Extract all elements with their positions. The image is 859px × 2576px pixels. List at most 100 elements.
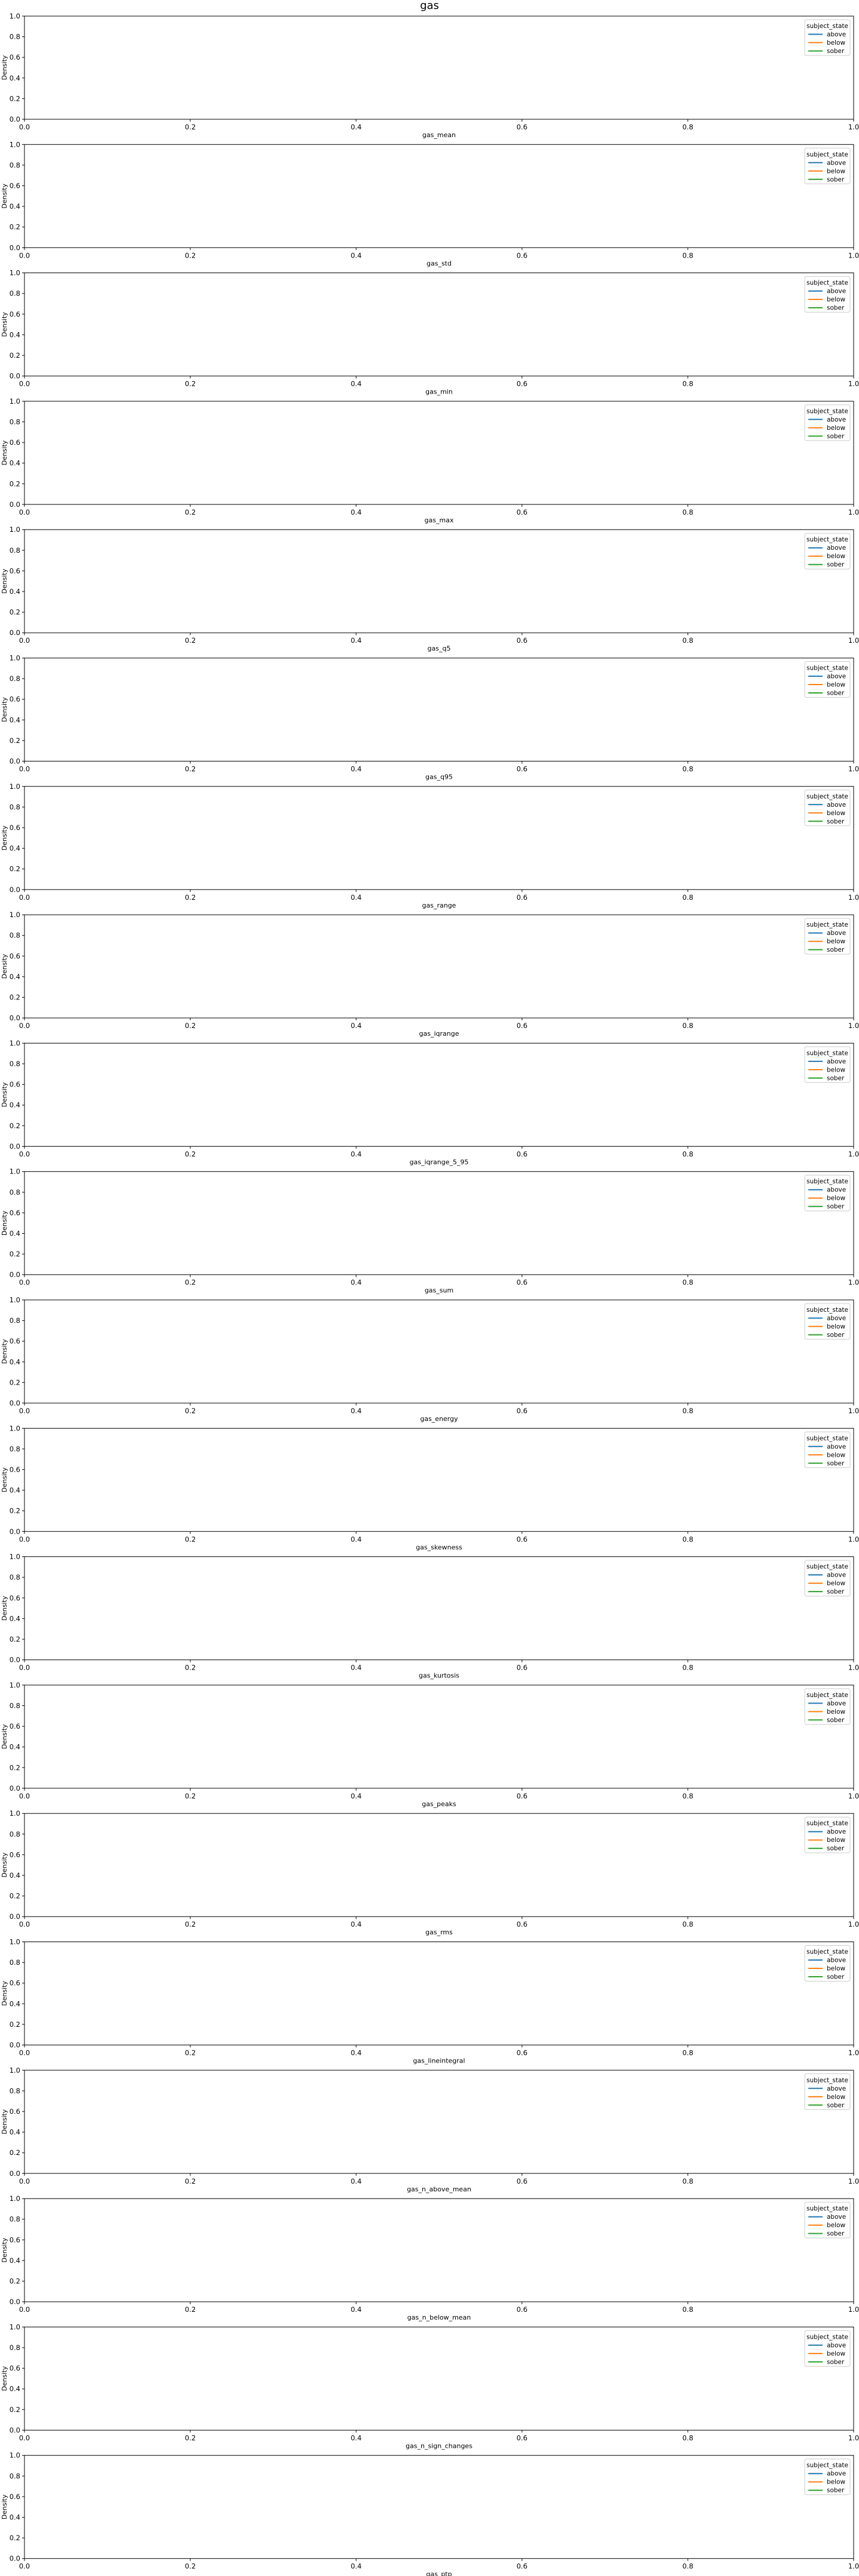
y-tick-label: 0.6 <box>10 695 20 704</box>
x-axis-label: gas_peaks <box>422 1800 456 1808</box>
legend-entry-below: below <box>827 1837 845 1844</box>
x-tick-label: 1.0 <box>848 251 859 259</box>
y-tick-label: 0.4 <box>10 1358 20 1366</box>
legend-title: subject_state <box>807 151 848 158</box>
y-tick-label: 0.2 <box>10 94 20 103</box>
x-tick-label: 0.8 <box>682 2562 693 2571</box>
y-tick-label: 0.6 <box>10 1722 20 1730</box>
x-axis-label: gas_mean <box>422 131 456 139</box>
x-tick-label: 0.4 <box>351 508 361 516</box>
legend-entry-above: above <box>827 1828 846 1835</box>
y-tick-label: 1.0 <box>10 1424 20 1432</box>
legend-frame <box>804 1816 851 1853</box>
x-tick-label: 0.4 <box>351 2433 361 2442</box>
x-tick-label: 0.6 <box>517 123 527 131</box>
legend-title: subject_state <box>807 1049 848 1057</box>
y-tick-label: 0.2 <box>10 608 20 617</box>
y-tick-label: 0.8 <box>10 2086 20 2095</box>
legend-entry-below: below <box>827 2479 845 2486</box>
y-axis-label: Density <box>1 953 8 979</box>
y-tick-label: 0.2 <box>10 1635 20 1643</box>
y-tick-label: 0.4 <box>10 973 20 981</box>
y-tick-label: 1.0 <box>10 269 20 277</box>
y-tick-label: 0.0 <box>10 1656 20 1664</box>
axes-frame <box>24 914 854 1018</box>
legend-frame <box>804 1303 851 1340</box>
x-tick-label: 0.8 <box>682 508 693 516</box>
legend-entry-above: above <box>827 1058 846 1065</box>
y-tick-label: 1.0 <box>10 1681 20 1689</box>
legend-title: subject_state <box>807 23 848 30</box>
y-tick-label: 0.4 <box>10 844 20 853</box>
subplot: 0.0 0.2 0.4 0.6 0.8 1.0 0.0 0.2 0.4 0.6 0.8 1.0 gas_… <box>1 1296 859 1423</box>
y-tick-label: 0.6 <box>10 1850 20 1859</box>
x-axis-label: gas_q95 <box>425 773 453 781</box>
x-tick-label: 1.0 <box>848 123 859 131</box>
legend-frame <box>804 147 851 184</box>
y-tick-label: 0.0 <box>10 757 20 766</box>
y-tick-label: 0.4 <box>10 1230 20 1238</box>
legend-entry-above: above <box>827 673 846 680</box>
legend-title: subject_state <box>807 793 848 800</box>
y-tick-label: 0.2 <box>10 2148 20 2157</box>
x-axis-label: gas_kurtosis <box>419 1672 459 1680</box>
subplot: 0.0 0.2 0.4 0.6 0.8 1.0 0.0 0.2 0.4 0.6 0.8 1.0 gas_… <box>1 782 859 909</box>
x-tick-label: 0.6 <box>517 508 527 516</box>
legend-entry-above: above <box>827 2085 846 2092</box>
y-tick-label: 0.6 <box>10 310 20 318</box>
y-tick-label: 0.4 <box>10 1871 20 1880</box>
legend-title: subject_state <box>807 2462 848 2469</box>
x-tick-label: 0.6 <box>517 2177 527 2185</box>
y-axis-label: Density <box>1 440 8 465</box>
x-tick-label: 0.0 <box>19 1021 30 1030</box>
legend-entry-above: above <box>827 31 846 38</box>
subplot: 0.0 0.2 0.4 0.6 0.8 1.0 0.0 0.2 0.4 0.6 0.8 1.0 gas_… <box>1 397 859 524</box>
x-tick-label: 0.6 <box>517 2305 527 2314</box>
y-tick-label: 0.4 <box>10 1999 20 2008</box>
legend-frame <box>804 19 851 56</box>
y-tick-label: 1.0 <box>10 1553 20 1561</box>
y-tick-label: 0.6 <box>10 1337 20 1345</box>
legend-title: subject_state <box>807 1692 848 1699</box>
axes-frame <box>24 1813 854 1917</box>
x-tick-label: 0.6 <box>517 380 527 388</box>
x-axis-label: gas_lineintegral <box>413 2057 465 2065</box>
axes-frame <box>24 529 854 633</box>
y-tick-label: 0.4 <box>10 2385 20 2393</box>
x-tick-label: 0.8 <box>682 893 693 902</box>
y-tick-label: 0.0 <box>10 2041 20 2049</box>
x-tick-label: 0.8 <box>682 1664 693 1672</box>
legend-frame <box>804 2459 851 2496</box>
legend-entry-sober: sober <box>827 2102 845 2109</box>
legend-frame <box>804 661 851 698</box>
x-tick-label: 0.0 <box>19 765 30 773</box>
x-tick-label: 0.2 <box>185 636 196 645</box>
x-tick-label: 0.6 <box>517 1920 527 1928</box>
x-tick-label: 1.0 <box>848 765 859 773</box>
legend-frame <box>804 1688 851 1725</box>
y-axis-label: Density <box>1 1467 8 1492</box>
y-tick-label: 0.8 <box>10 546 20 555</box>
x-axis-label: gas_min <box>425 388 453 396</box>
x-tick-label: 1.0 <box>848 2049 859 2057</box>
x-tick-label: 0.2 <box>185 251 196 259</box>
x-axis-label: gas_iqrange_5_95 <box>410 1158 469 1166</box>
legend-entry-below: below <box>827 553 845 560</box>
subplot: 0.0 0.2 0.4 0.6 0.8 1.0 0.0 0.2 0.4 0.6 0.8 1.0 gas_… <box>1 1168 859 1295</box>
x-tick-label: 0.0 <box>19 2049 30 2057</box>
legend-entry-sober: sober <box>827 2358 845 2366</box>
x-tick-label: 0.8 <box>682 1021 693 1030</box>
axes-frame <box>24 2326 854 2431</box>
legend-title: subject_state <box>807 921 848 928</box>
y-tick-label: 0.0 <box>10 2555 20 2563</box>
y-axis-label: Density <box>1 1981 8 2006</box>
subplot: 0.0 0.2 0.4 0.6 0.8 1.0 0.0 0.2 0.4 0.6 0.8 1.0 gas_… <box>1 2323 859 2450</box>
